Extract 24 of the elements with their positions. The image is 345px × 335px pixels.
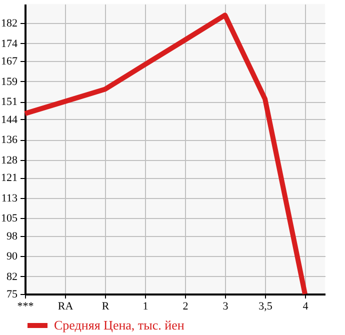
y-tick-label: 90: [6, 250, 18, 263]
x-tick-label: R: [102, 300, 110, 312]
legend-label: Средняя Цена, тыс. йен: [54, 318, 184, 332]
y-tick-label: 105: [1, 212, 18, 225]
y-tick-label: 182: [1, 18, 18, 30]
y-tick-label: 82: [6, 270, 18, 283]
x-tick-label: RA: [58, 300, 74, 312]
y-tick-label: 144: [1, 114, 18, 126]
y-tick-label: 113: [1, 192, 18, 204]
x-tick-label: 4: [302, 300, 309, 312]
y-tick-label: 167: [1, 56, 18, 68]
y-tick-label: 75: [6, 288, 18, 300]
x-tick-label: 3: [222, 300, 229, 312]
x-tick-label: ***: [17, 300, 34, 312]
y-tick-label: 174: [1, 38, 18, 50]
x-tick-label: 2: [182, 300, 188, 312]
x-tick-label: 1: [142, 300, 148, 312]
y-tick-label: 151: [1, 96, 18, 108]
y-tick-label: 159: [1, 76, 18, 88]
y-tick-label: 121: [1, 172, 18, 184]
y-tick-label: 136: [1, 134, 18, 146]
y-tick-label: 98: [6, 230, 18, 242]
y-tick-label: 128: [1, 154, 18, 166]
x-tick-label: 3,5: [258, 300, 273, 312]
